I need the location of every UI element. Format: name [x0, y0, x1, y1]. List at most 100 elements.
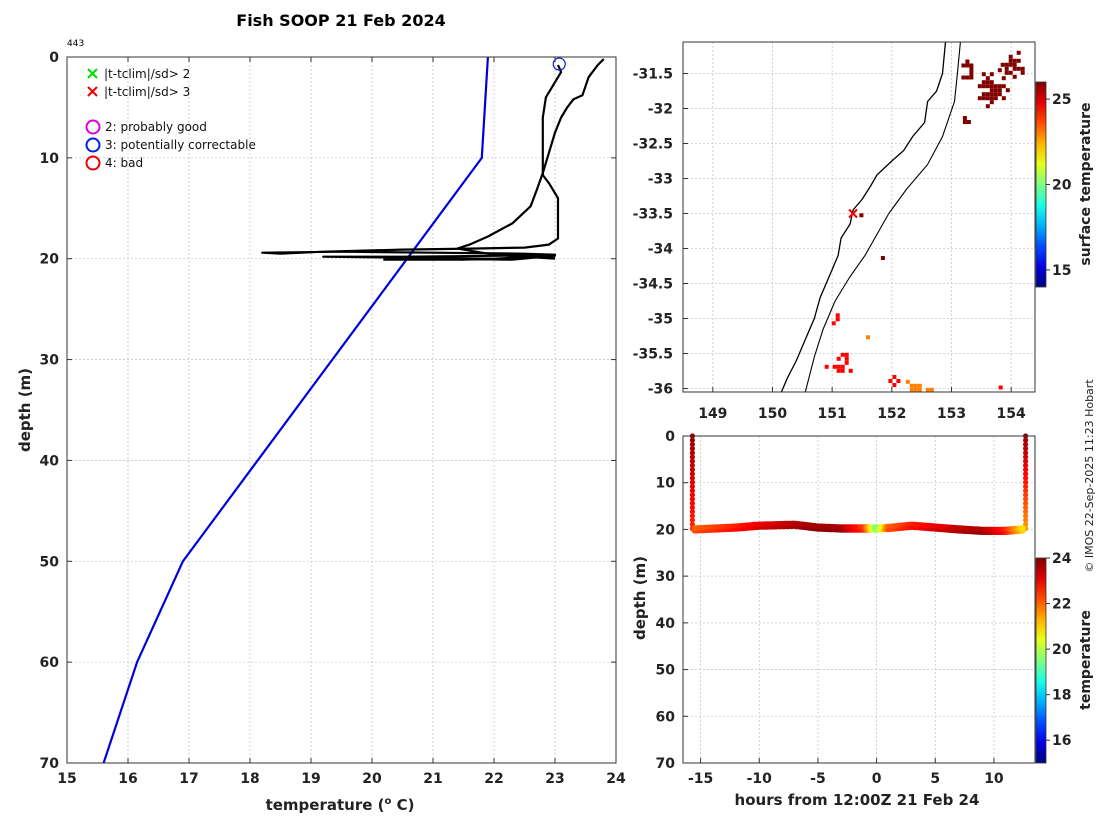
- sst-pixel: [892, 383, 897, 387]
- profile-xtick-label: 23: [545, 771, 564, 787]
- sst-pixel: [836, 368, 841, 373]
- section-ytick-label: 0: [665, 429, 675, 445]
- sst-pixel: [997, 68, 1002, 73]
- cast-point: [689, 492, 695, 498]
- cast-point: [689, 479, 695, 485]
- section-ytick-label: 70: [656, 756, 676, 772]
- profile-ytick-label: 10: [40, 151, 60, 167]
- sst-pixel: [981, 84, 986, 89]
- cast-point: [689, 517, 695, 523]
- sst-pixel: [981, 96, 986, 101]
- ship-position-marker: [848, 208, 858, 219]
- map-ticks: 149 150 151 152 153 154 -31.5 -32 -32.5 -33 -33.5 -…: [633, 67, 1026, 423]
- section-xtick-label: -5: [810, 771, 826, 787]
- cast-point: [1023, 450, 1029, 456]
- section-xlabel: hours from 12:00Z 21 Feb 24: [735, 791, 980, 809]
- profile-xtick-label: 15: [57, 771, 76, 787]
- sst-pixel: [840, 364, 845, 369]
- cast-point: [1023, 437, 1029, 443]
- map-ytick-label: -33: [648, 172, 673, 188]
- profile-xtick-label: 16: [118, 771, 137, 787]
- sst-pixel: [835, 317, 840, 322]
- sst-pixel: [866, 335, 870, 340]
- profile-xlabel: temperature (o C): [266, 796, 415, 814]
- section-xtick-label: 0: [872, 771, 882, 787]
- sst-pixel: [859, 213, 864, 218]
- map-frame: [682, 41, 1036, 393]
- sst-pixel: [998, 385, 1003, 390]
- cast-point: [1023, 504, 1029, 511]
- cast-point: [1023, 462, 1029, 469]
- map-cbar-tick-label: 20: [1052, 178, 1072, 194]
- sst-pixel: [1008, 62, 1013, 67]
- sst-pixel: [981, 92, 986, 97]
- sst-pixel: [985, 92, 990, 97]
- sst-pixel: [905, 379, 910, 384]
- section-xtick-label: -10: [747, 771, 773, 787]
- profile-ytick-label: 0: [49, 50, 59, 66]
- section-cbar-tick-label: 16: [1052, 733, 1071, 749]
- map-ytick-label: -33.5: [633, 207, 673, 223]
- map-clipped: [683, 42, 1035, 392]
- sst-pixel: [835, 313, 840, 318]
- profile-ytick-label: 20: [40, 252, 60, 268]
- map-panel: 149 150 151 152 153 154 -31.5 -32 -32.5 -33 -33.5 -…: [633, 41, 1094, 423]
- section-colorbar-label: temperature: [1078, 610, 1094, 710]
- profile-grid: [67, 57, 616, 763]
- sst-pixel: [1008, 70, 1013, 75]
- cast-point: [689, 462, 695, 469]
- profile-xtick-label: 22: [484, 771, 503, 787]
- sst-pixel: [993, 88, 998, 93]
- map-cbar-tick-label: 15: [1052, 263, 1071, 279]
- sst-pixel: [1001, 84, 1006, 89]
- profile-ticks: 15 16 17 18 19 20 21 22 23 24 0 10 20 30 40 50 60 70: [40, 50, 626, 787]
- cast-point: [689, 483, 695, 490]
- sst-pixel: [969, 67, 974, 72]
- cast-point: [689, 458, 695, 464]
- sst-pixel: [961, 63, 966, 68]
- profile-panel: 15 16 17 18 19 20 21 22 23 24 0 10 20 30 40 50 60 70 temp…: [16, 50, 626, 814]
- cast-point: [1023, 483, 1029, 490]
- section-panel: -15 -10 -5 0 5 10 0 10 20 30 40 50 60 70 hours from 1…: [631, 429, 1094, 809]
- xlabel-text: temperature (: [266, 796, 385, 814]
- sst-pixel: [1012, 74, 1017, 79]
- map-ytick-label: -35.5: [633, 347, 673, 363]
- cast-point: [1023, 500, 1029, 506]
- sst-pixel: [989, 88, 994, 93]
- section-ytick-label: 40: [656, 616, 676, 632]
- sst-pixel: [961, 75, 966, 80]
- section-xtick-label: 10: [984, 771, 1004, 787]
- sst-pixel: [989, 100, 994, 105]
- sst-pixel: [989, 84, 994, 89]
- sst-pixel: [1012, 62, 1017, 67]
- profile-xtick-label: 18: [240, 771, 259, 787]
- sst-pixel: [831, 321, 836, 326]
- sst-pixel: [985, 80, 990, 85]
- sst-pixel: [997, 88, 1002, 93]
- sst-pixel: [1016, 58, 1021, 63]
- legend-circle-label: 2: probably good: [105, 120, 207, 134]
- legend: |t-tclim|/sd> 2 |t-tclim|/sd> 3 2: probabl…: [85, 67, 256, 171]
- cast-point: [689, 441, 695, 448]
- section-xtick-label: 5: [930, 771, 940, 787]
- sst-pixel: [969, 63, 974, 68]
- profile-ytick-label: 40: [40, 453, 60, 469]
- sst-pixel: [965, 59, 970, 64]
- coastline: [780, 42, 947, 392]
- cast-point: [689, 437, 695, 443]
- sst-pixel: [966, 120, 971, 124]
- profile-ytick-label: 30: [40, 353, 60, 369]
- profile-xtick-label: 24: [606, 771, 626, 787]
- sst-pixel: [1008, 58, 1013, 63]
- sst-pixel: [977, 96, 982, 101]
- section-ytick-label: 10: [656, 476, 676, 492]
- cast-point: [689, 509, 695, 515]
- sst-pixel: [909, 387, 914, 392]
- sst-pixel: [1020, 70, 1025, 75]
- sst-pixel: [892, 375, 897, 379]
- profile-ylabel: depth (m): [16, 368, 34, 452]
- sst-pixel: [965, 63, 970, 68]
- section-ytick-label: 30: [656, 569, 676, 585]
- cast-point: [1023, 458, 1029, 464]
- sst-pixel: [929, 387, 934, 392]
